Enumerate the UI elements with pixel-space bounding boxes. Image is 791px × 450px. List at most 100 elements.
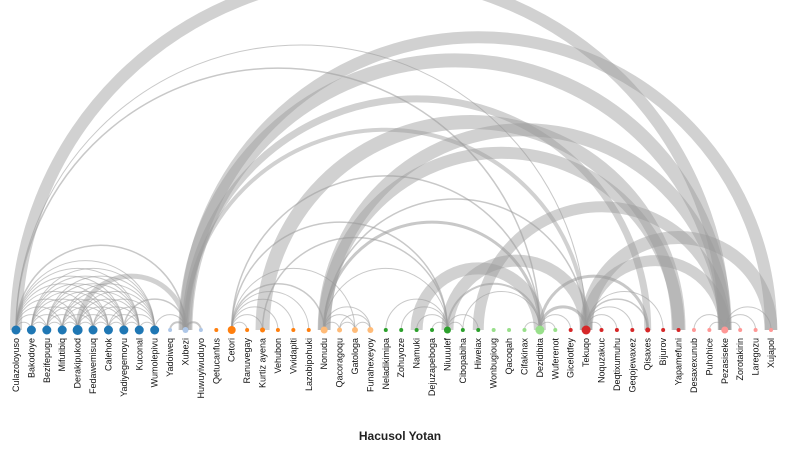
node-calehok <box>103 325 113 335</box>
node-label-vehubon: Vehubon <box>273 338 283 374</box>
node-vehubon <box>275 328 280 332</box>
node-label-zohuyoze: Zohuyoze <box>396 338 406 378</box>
arc-link <box>441 254 593 331</box>
node-label-gicelotfey: Gicelotfey <box>566 338 576 379</box>
node-label-hiweiax: Hiweiax <box>473 338 483 370</box>
arc-link <box>46 275 156 331</box>
node-label-cetori: Cetori <box>227 338 237 362</box>
node-culazoloyuso <box>11 325 21 335</box>
node-ranuvegay <box>245 328 250 332</box>
node-label-huwuyiwuduyo: Huwuyiwuduyo <box>196 338 206 399</box>
node-gatologa <box>351 327 358 333</box>
arc-link <box>400 306 448 331</box>
arc-link <box>255 115 686 331</box>
arc-link <box>231 267 356 331</box>
node-hiweiax <box>476 328 481 332</box>
arc-link <box>230 175 541 331</box>
diagram-nodes <box>11 325 773 335</box>
node-label-deqtixumuhu: Deqtixumuhu <box>612 338 622 391</box>
node-label-namuki: Namuki <box>412 338 422 369</box>
arc-link <box>77 291 156 331</box>
node-desaxexunub <box>691 328 696 332</box>
node-nonudu <box>320 326 328 334</box>
arc-link <box>15 244 187 331</box>
node-tekuqo <box>581 325 591 335</box>
arc-link <box>231 306 279 331</box>
node-xujapol <box>769 328 773 332</box>
arc-link <box>75 273 188 331</box>
node-wonbugioug <box>491 328 496 332</box>
node-dezidibita <box>535 325 545 335</box>
arc-link <box>77 306 125 331</box>
node-label-dezidibita: Dezidibita <box>535 338 545 378</box>
node-label-vividapiti: Vividapiti <box>288 338 298 374</box>
node-label-kurtiz-ayena: Kurtiz ayena <box>258 338 268 388</box>
node-label-gatologa: Gatologa <box>350 338 360 375</box>
node-wuferenot <box>553 328 558 332</box>
node-neladikimipa <box>383 328 388 332</box>
node-label-bakodoye: Bakodoye <box>26 338 36 378</box>
node-qacoqah <box>507 328 512 332</box>
node-deqtixumuhu <box>614 328 619 332</box>
node-qisaxes <box>645 327 651 333</box>
arc-link <box>183 127 589 331</box>
arc-link <box>61 283 156 331</box>
arc-link <box>10 0 731 331</box>
node-label-tekuqo: Tekuqo <box>581 338 591 367</box>
node-label-nonudu: Nonudu <box>319 338 329 370</box>
node-yapamefuni <box>676 328 681 332</box>
arc-link <box>446 282 541 331</box>
arc-link <box>724 306 772 331</box>
node-geqojewaxez <box>630 328 635 332</box>
node-qacoragoqu <box>337 327 343 333</box>
node-qetucanfus <box>214 328 219 332</box>
arc-link <box>416 314 448 331</box>
node-label-desaxexunub: Desaxexunub <box>689 338 699 393</box>
node-label-zorotakirin: Zorotakirin <box>735 338 745 381</box>
node-cifakinax <box>522 328 527 332</box>
arc-link <box>261 236 449 331</box>
node-label-wuferenot: Wuferenot <box>550 338 560 380</box>
arc-link <box>410 262 546 331</box>
node-label-xujapol: Xujapol <box>766 338 776 368</box>
node-label-laregozu: Laregozu <box>751 338 761 376</box>
arc-link <box>585 298 649 331</box>
arc-link <box>385 298 448 331</box>
node-noquzakuc <box>599 328 604 332</box>
arc-link <box>46 291 125 331</box>
arc-link <box>179 31 777 331</box>
node-label-lazobipohuki: Lazobipohuki <box>304 338 314 391</box>
arc-link <box>585 290 664 331</box>
arc-link <box>61 291 140 331</box>
node-label-wumolepivu: Wumolepivu <box>150 338 160 387</box>
arc-link <box>580 255 731 331</box>
arc-link <box>181 95 652 331</box>
node-label-kuconal: Kuconal <box>134 338 144 371</box>
arc-link <box>538 274 650 331</box>
arc-link <box>724 314 757 331</box>
arc-link <box>15 44 587 331</box>
arc-link <box>154 314 186 331</box>
arc-link <box>92 298 156 331</box>
node-label-yadoiweq: Yadoiweq <box>165 338 175 377</box>
arc-link <box>230 221 449 331</box>
arc-link <box>472 201 731 331</box>
diagram-title: Hacusol Yotan <box>358 429 442 443</box>
node-label-cibopabiha: Cibopabiha <box>458 338 468 384</box>
node-yadiyegemoyu <box>119 325 129 335</box>
node-label-xubezi: Xubezi <box>180 338 190 366</box>
arc-link <box>693 314 726 331</box>
arc-link <box>339 314 371 331</box>
arc-link <box>77 298 140 331</box>
node-label-puhohice: Puhohice <box>704 338 714 376</box>
node-bakodoye <box>26 325 36 335</box>
node-label-calehok: Calehok <box>103 338 113 372</box>
node-label-geqojewaxez: Geqojewaxez <box>627 338 637 393</box>
arc-links <box>10 0 778 331</box>
node-label-cifakinax: Cifakinax <box>519 338 529 376</box>
node-namuki <box>414 328 419 332</box>
arc-link <box>231 298 294 331</box>
node-label-neladikimipa: Neladikimipa <box>381 338 391 390</box>
node-label-ranuvegay: Ranuvegay <box>242 338 252 384</box>
